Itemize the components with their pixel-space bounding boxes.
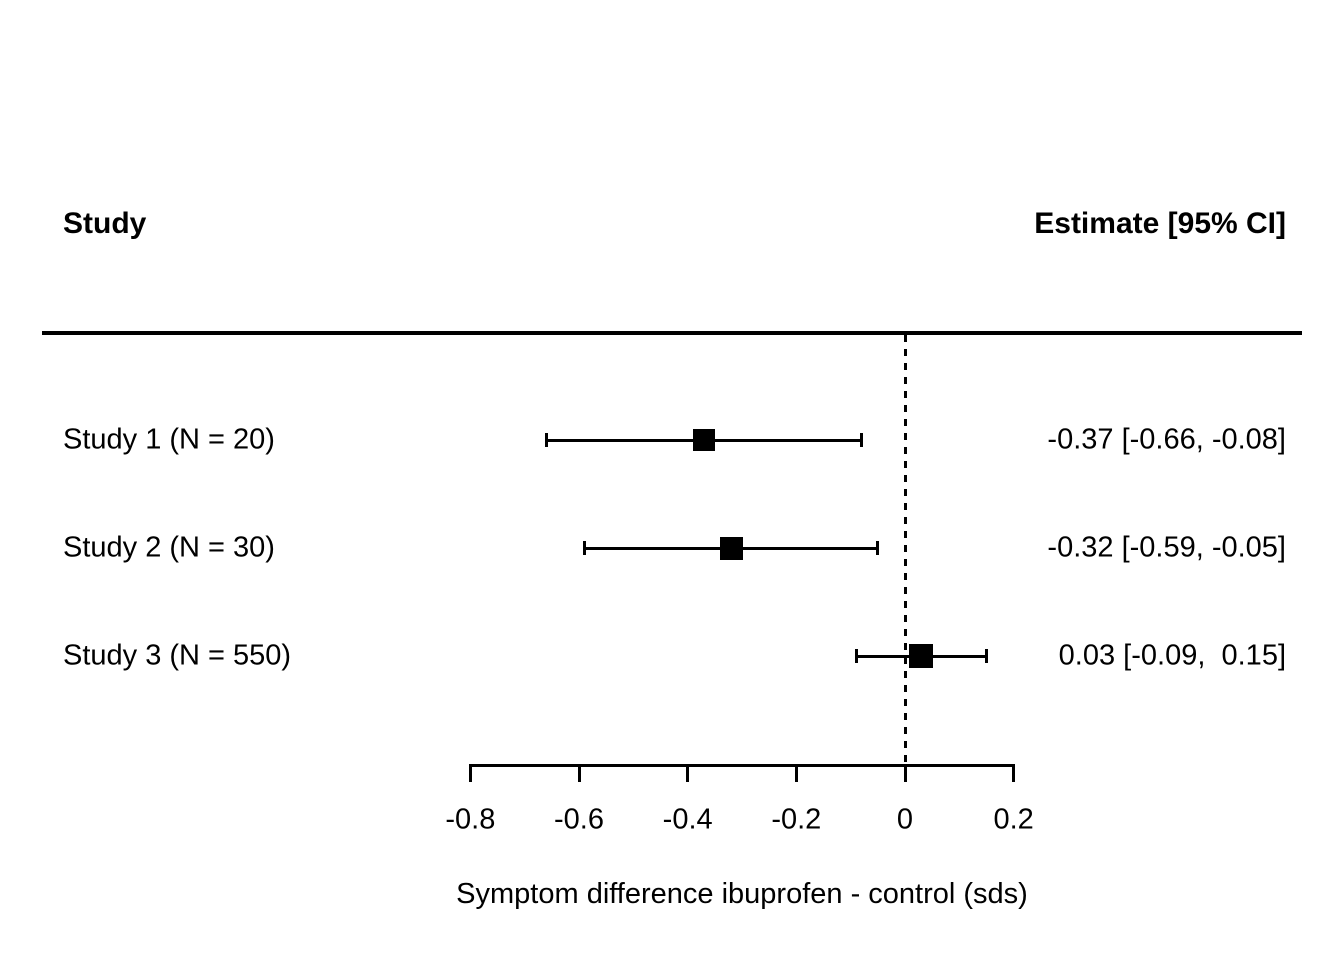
estimate-ci-text: 0.03 [-0.09, 0.15] bbox=[1058, 639, 1286, 672]
point-estimate-square bbox=[909, 644, 934, 668]
ci-cap-right bbox=[984, 649, 988, 663]
point-estimate-square bbox=[719, 536, 743, 560]
column-header-study: Study bbox=[63, 207, 147, 240]
ci-cap-left bbox=[544, 433, 548, 447]
study-row-label: Study 3 (N = 550) bbox=[63, 639, 292, 672]
x-axis-tick-label: -0.6 bbox=[554, 803, 605, 836]
x-axis-tick bbox=[577, 764, 581, 782]
x-axis-title: Symptom difference ibuprofen - control (… bbox=[456, 878, 1028, 910]
estimate-ci-text: -0.32 [-0.59, -0.05] bbox=[1047, 531, 1286, 564]
x-axis-tick-label: 0.2 bbox=[993, 803, 1034, 836]
point-estimate-square bbox=[692, 429, 715, 451]
x-axis-tick bbox=[903, 764, 907, 782]
zero-reference-line bbox=[903, 335, 907, 764]
x-axis-tick-label: -0.2 bbox=[771, 803, 822, 836]
column-header-estimate-ci: Estimate [95% CI] bbox=[1034, 207, 1286, 240]
x-axis-line bbox=[468, 764, 1016, 767]
study-row-label: Study 2 (N = 30) bbox=[63, 531, 275, 564]
ci-cap-right bbox=[860, 433, 864, 447]
x-axis-tick bbox=[1012, 764, 1016, 782]
x-axis-tick-label: -0.4 bbox=[662, 803, 713, 836]
ci-cap-left bbox=[582, 541, 586, 555]
study-row-label: Study 1 (N = 20) bbox=[63, 423, 275, 456]
ci-cap-left bbox=[854, 649, 858, 663]
x-axis-tick-label: 0 bbox=[896, 803, 914, 836]
x-axis-tick-label: -0.8 bbox=[445, 803, 496, 836]
x-axis-tick bbox=[794, 764, 798, 782]
header-separator-line bbox=[42, 331, 1302, 335]
x-axis-tick bbox=[468, 764, 472, 782]
estimate-ci-text: -0.37 [-0.66, -0.08] bbox=[1047, 423, 1286, 456]
x-axis-tick bbox=[686, 764, 690, 782]
ci-cap-right bbox=[876, 541, 880, 555]
